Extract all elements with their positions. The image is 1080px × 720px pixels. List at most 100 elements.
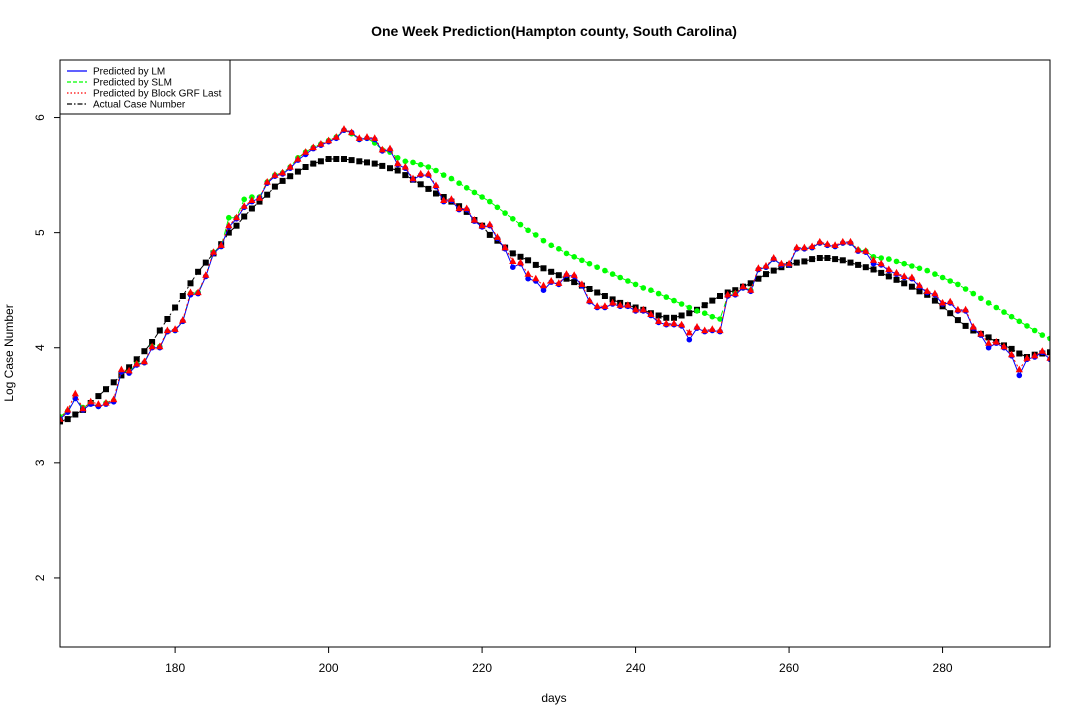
data-point xyxy=(187,280,194,287)
data-point xyxy=(686,304,693,311)
data-point xyxy=(103,386,109,393)
data-point xyxy=(586,260,593,267)
data-point xyxy=(424,169,432,177)
data-point xyxy=(186,288,195,296)
data-point xyxy=(72,395,79,402)
data-point xyxy=(885,273,892,280)
data-point xyxy=(762,262,770,269)
x-tick-label: 280 xyxy=(933,661,953,675)
data-point xyxy=(516,258,525,266)
data-point xyxy=(593,302,601,309)
legend-label: Predicted by Block GRF Last xyxy=(93,89,222,100)
data-point xyxy=(525,227,531,234)
data-point xyxy=(655,312,662,319)
data-point xyxy=(571,253,577,260)
data-point xyxy=(117,365,125,373)
data-point xyxy=(601,302,609,309)
data-point xyxy=(893,258,900,265)
data-point xyxy=(632,281,639,288)
data-point xyxy=(893,276,900,283)
data-point xyxy=(562,270,571,277)
series-predicted-by-block-grf-last xyxy=(60,125,1050,422)
data-point xyxy=(509,250,516,257)
data-point xyxy=(977,329,985,337)
data-point xyxy=(685,328,693,336)
data-point xyxy=(639,305,647,313)
data-point xyxy=(463,185,470,191)
data-point xyxy=(770,254,778,261)
data-point xyxy=(885,265,893,273)
data-point xyxy=(824,255,831,261)
data-point xyxy=(333,156,340,162)
x-axis: 180 200 220 240 260 280 xyxy=(165,647,953,675)
data-point xyxy=(140,357,148,365)
data-point xyxy=(694,308,700,314)
data-point xyxy=(808,242,816,250)
data-point xyxy=(325,136,333,144)
data-point xyxy=(892,268,901,276)
data-point xyxy=(194,288,202,296)
data-point xyxy=(900,272,908,279)
data-point xyxy=(471,189,478,196)
data-point xyxy=(133,359,141,367)
legend-label: Predicted by SLM xyxy=(93,78,172,89)
data-point xyxy=(279,177,286,184)
data-point xyxy=(417,161,424,168)
data-point xyxy=(394,167,401,174)
data-point xyxy=(209,248,218,255)
data-point xyxy=(947,278,953,284)
data-point xyxy=(94,400,102,407)
data-point xyxy=(425,164,432,170)
data-point xyxy=(878,255,884,261)
data-point xyxy=(570,271,578,278)
data-point xyxy=(908,273,916,281)
data-point xyxy=(924,267,930,274)
data-point xyxy=(978,295,984,302)
data-point xyxy=(785,259,793,267)
data-point xyxy=(594,264,600,271)
data-point xyxy=(525,257,532,264)
data-point xyxy=(1008,313,1015,320)
data-point xyxy=(493,233,501,240)
data-point xyxy=(709,297,716,304)
data-point xyxy=(701,310,708,317)
series-actual-case-number xyxy=(60,156,1050,425)
data-point xyxy=(862,247,870,254)
data-point xyxy=(217,241,225,248)
data-point xyxy=(378,145,386,153)
data-point xyxy=(846,237,855,245)
data-point xyxy=(517,253,524,260)
data-point xyxy=(233,222,240,229)
data-point xyxy=(310,160,317,167)
y-tick-label: 4 xyxy=(33,344,47,351)
data-point xyxy=(417,181,424,188)
data-point xyxy=(271,183,278,190)
legend-box xyxy=(59,59,231,115)
data-point xyxy=(286,163,294,170)
data-point xyxy=(1031,327,1038,334)
data-point xyxy=(141,348,148,355)
data-point xyxy=(716,326,724,334)
data-point xyxy=(663,294,670,300)
data-point xyxy=(601,293,608,299)
data-point xyxy=(1008,350,1016,358)
data-point xyxy=(532,261,539,268)
data-point xyxy=(585,296,594,304)
data-point xyxy=(578,280,586,287)
data-point xyxy=(510,216,516,222)
data-point xyxy=(671,314,677,321)
data-point xyxy=(317,158,324,165)
data-point xyxy=(479,194,485,200)
data-point xyxy=(241,196,247,203)
data-point xyxy=(1015,365,1023,373)
data-point xyxy=(409,174,417,182)
data-point xyxy=(915,281,924,289)
data-point xyxy=(118,372,125,379)
data-point xyxy=(678,301,685,307)
data-point xyxy=(486,220,494,228)
data-point xyxy=(509,257,517,264)
data-point xyxy=(502,210,508,216)
data-point xyxy=(823,240,831,247)
data-point xyxy=(133,356,140,363)
